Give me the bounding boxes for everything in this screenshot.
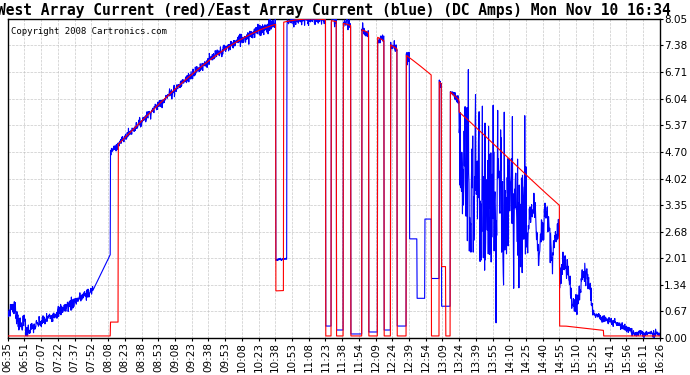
Title: West Array Current (red)/East Array Current (blue) (DC Amps) Mon Nov 10 16:34: West Array Current (red)/East Array Curr…: [0, 3, 671, 18]
Text: Copyright 2008 Cartronics.com: Copyright 2008 Cartronics.com: [11, 27, 167, 36]
